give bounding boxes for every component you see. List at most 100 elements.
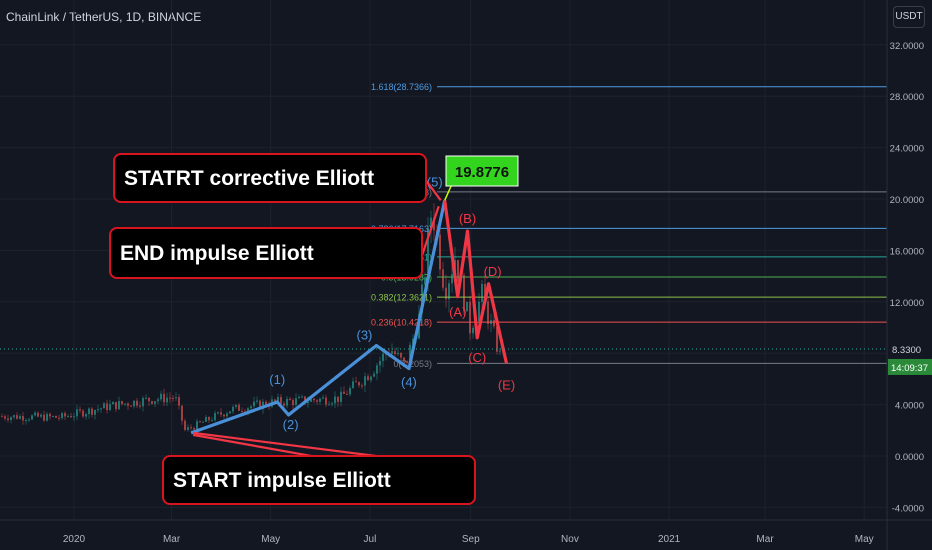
candle-body — [76, 409, 78, 417]
candle-body — [310, 398, 312, 402]
candle-body — [223, 414, 225, 417]
fib-level-label: 0.382(12.3621) — [371, 293, 432, 303]
candle-body — [295, 398, 297, 405]
candle-body — [88, 408, 90, 415]
y-tick-label: 12.0000 — [890, 298, 924, 309]
candle-body — [109, 404, 111, 411]
candle-body — [448, 283, 450, 300]
start-corrective-callout-pointer — [425, 179, 442, 201]
candle-body — [352, 381, 354, 388]
candle-body — [364, 376, 366, 386]
candle-body — [70, 416, 72, 418]
candle-body — [322, 397, 324, 399]
candle-body — [106, 403, 108, 411]
candle-body — [235, 404, 237, 407]
candle-body — [463, 275, 465, 312]
candle-body — [202, 421, 204, 423]
candle-body — [499, 350, 501, 352]
candle-body — [154, 401, 156, 404]
candle-body — [232, 406, 234, 412]
candle-body — [367, 376, 369, 381]
candle-body — [406, 360, 408, 363]
candle-body — [280, 396, 282, 404]
candle-body — [178, 397, 180, 406]
candle-body — [37, 412, 39, 417]
candle-body — [82, 410, 84, 417]
candle-body — [457, 260, 459, 282]
candle-body — [238, 404, 240, 411]
countdown-timer-label: 14:09:37 — [891, 363, 928, 374]
candle-body — [145, 397, 147, 399]
x-tick-label: Nov — [561, 534, 579, 545]
candle-body — [115, 402, 117, 410]
candle-body — [121, 401, 123, 405]
peak-pointer — [444, 183, 453, 201]
y-tick-label: 28.0000 — [890, 92, 924, 103]
candle-body — [28, 419, 30, 421]
candle-body — [55, 416, 57, 418]
candle-body — [433, 217, 435, 231]
candle-body — [13, 415, 15, 418]
candle-body — [130, 405, 132, 407]
candle-body — [394, 351, 396, 355]
start-impulse-pointer-a — [192, 431, 401, 461]
candle-body — [187, 427, 189, 430]
candle-body — [316, 400, 318, 402]
candle-body — [496, 326, 498, 352]
y-tick-label: 4.0000 — [895, 401, 924, 412]
candle-body — [91, 408, 93, 415]
candle-body — [64, 413, 66, 417]
candle-body — [331, 403, 333, 405]
candle-body — [484, 283, 486, 302]
candle-body — [397, 352, 399, 355]
currency-button[interactable]: USDT — [893, 6, 925, 28]
candle-body — [220, 412, 222, 415]
candle-body — [169, 397, 171, 399]
symbol-title: ChainLink / TetherUS, 1D, BINANCE — [6, 10, 202, 24]
candle-body — [481, 283, 483, 302]
candle-body — [61, 413, 63, 419]
candle-body — [25, 419, 27, 421]
candle-body — [160, 393, 162, 400]
candle-body — [94, 409, 96, 415]
impulse-wave-label: (3) — [356, 327, 372, 342]
x-tick-label: Sep — [462, 534, 480, 545]
end-impulse-callout-box — [109, 227, 423, 279]
fib-level-label: 0.236(10.4218) — [371, 318, 432, 328]
fib-level-label: 0(7.2053) — [393, 359, 432, 369]
candle-body — [487, 301, 489, 324]
start-impulse-callout-box — [162, 455, 476, 505]
candle-body — [259, 400, 261, 409]
candle-body — [142, 397, 144, 407]
candle-body — [349, 387, 351, 395]
candle-body — [421, 284, 423, 314]
candle-body — [49, 413, 51, 417]
candle-body — [214, 413, 216, 421]
candle-body — [340, 391, 342, 403]
corrective-wave-label: (B) — [459, 211, 476, 226]
end-impulse-callout-pointer — [420, 205, 440, 256]
candle-body — [163, 393, 165, 403]
candle-body — [427, 228, 429, 278]
candle-body — [136, 400, 138, 406]
candle-body — [112, 402, 114, 405]
candle-body — [205, 417, 207, 422]
candle-body — [1, 416, 3, 418]
candle-body — [196, 421, 198, 430]
candle-body — [430, 217, 432, 229]
candle-body — [4, 416, 6, 419]
candle-body — [292, 400, 294, 405]
candle-body — [118, 401, 120, 410]
candle-body — [391, 351, 393, 354]
candle-body — [466, 301, 468, 312]
candle-body — [451, 274, 453, 284]
candle-body — [328, 404, 330, 406]
y-tick-label: -4.0000 — [892, 503, 924, 514]
candle-body — [133, 400, 135, 407]
candle-body — [355, 381, 357, 383]
candle-body — [31, 415, 33, 420]
corrective-wave-label: (E) — [498, 377, 515, 392]
candle-body — [319, 398, 321, 402]
